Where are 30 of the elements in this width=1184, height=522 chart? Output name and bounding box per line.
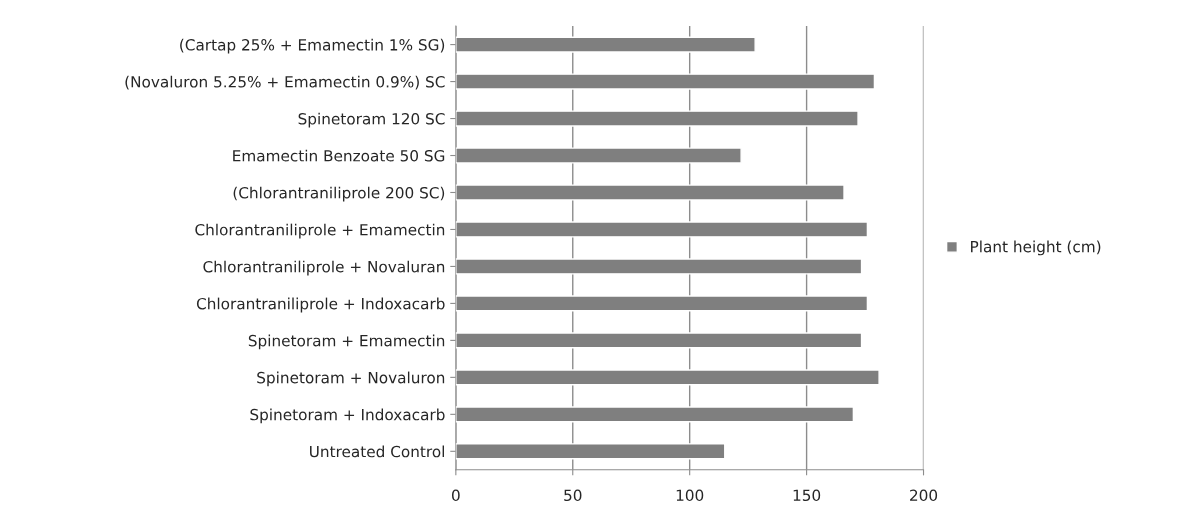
bar: [455, 258, 863, 275]
bar: [455, 332, 863, 349]
y-tick-label: (Novaluron 5.25% + Emamectin 0.9%) SC: [125, 75, 445, 90]
bar: [455, 295, 869, 312]
bar: [455, 110, 859, 127]
x-tick-label: 100: [676, 489, 704, 502]
bar: [455, 184, 845, 201]
x-tick-label: 200: [910, 489, 938, 502]
bar: [455, 221, 869, 238]
bar: [455, 147, 742, 164]
bar: [455, 406, 855, 423]
x-tick-label: 50: [564, 489, 582, 502]
y-tick-label: (Chlorantraniliprole 200 SC): [233, 186, 445, 202]
y-tick-label: Chlorantraniliprole + Indoxacarb: [196, 297, 445, 313]
y-tick-label: Chlorantraniliprole + Emamectin: [195, 223, 445, 239]
bar: [455, 369, 880, 386]
y-tick-label: Spinetoram 120 SC: [298, 112, 445, 128]
y-tick-label: Spinetoram + Emamectin: [248, 334, 445, 350]
y-tick-label: Emamectin Benzoate 50 SG: [233, 149, 445, 162]
x-tick-label: 0: [451, 489, 460, 502]
bar: [455, 443, 726, 460]
legend-label: Plant height (cm): [971, 240, 1101, 256]
x-tick-label: 150: [793, 489, 821, 502]
y-tick-label: (Cartap 25% + Emamectin 1% SG): [180, 38, 445, 54]
y-tick-label: Chlorantraniliprole + Novaluran: [203, 260, 445, 276]
y-tick-label: Spinetoram + Indoxacarb: [250, 408, 445, 424]
y-tick-label: Untreated Control: [310, 445, 444, 458]
y-tick-label: Spinetoram + Novaluron: [257, 371, 445, 387]
bar: [455, 36, 756, 53]
bar: [455, 73, 876, 90]
